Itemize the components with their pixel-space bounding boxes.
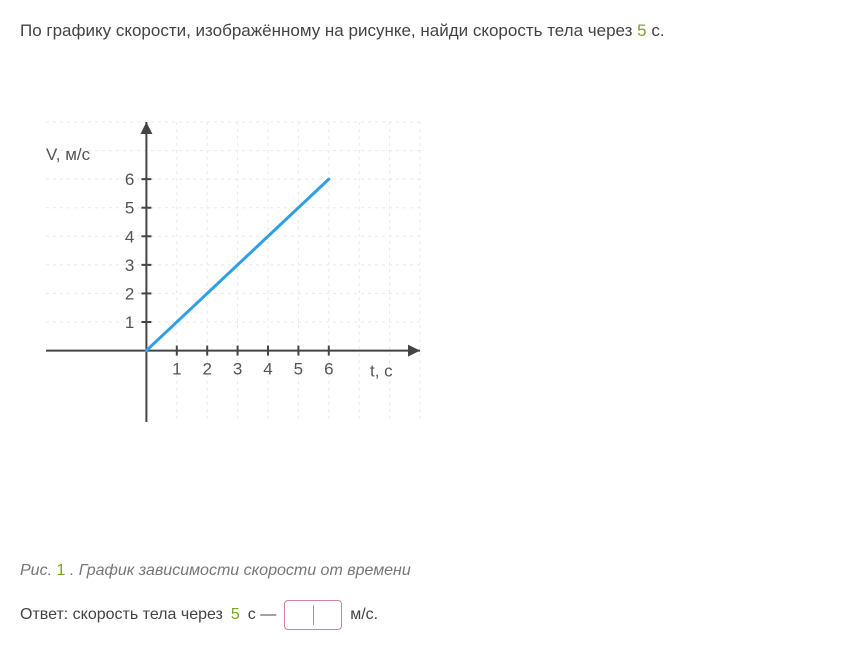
svg-text:4: 4	[125, 227, 134, 246]
svg-text:2: 2	[125, 284, 134, 303]
svg-text:5: 5	[125, 198, 134, 217]
answer-prefix: Ответ: скорость тела через	[20, 606, 223, 624]
caption-number: 1	[56, 562, 65, 579]
caption-prefix: Рис.	[20, 562, 56, 579]
answer-input[interactable]	[284, 600, 342, 630]
answer-unit: м/с.	[350, 606, 378, 624]
answer-mid: с —	[248, 606, 276, 624]
svg-text:1: 1	[172, 359, 181, 378]
answer-row: Ответ: скорость тела через 5 с — м/с.	[20, 600, 833, 630]
caption-text: . График зависимости скорости от времени	[70, 562, 411, 579]
svg-text:1: 1	[125, 313, 134, 332]
svg-text:2: 2	[202, 359, 211, 378]
question-text: По графику скорости, изображённому на ри…	[20, 18, 833, 44]
svg-text:4: 4	[263, 359, 272, 378]
svg-text:6: 6	[125, 170, 134, 189]
question-suffix: с.	[651, 21, 664, 40]
svg-text:t, с: t, с	[370, 361, 393, 380]
velocity-chart: 1 2 3 4 5 6 1 2 3 4 5 6 t, с V, м/с	[20, 62, 833, 537]
svg-text:3: 3	[125, 255, 134, 274]
question-prefix: По графику скорости, изображённому на ри…	[20, 21, 637, 40]
question-time-value: 5	[637, 21, 646, 40]
svg-text:V, м/с: V, м/с	[46, 145, 91, 164]
chart-caption: Рис. 1 . График зависимости скорости от …	[20, 562, 833, 580]
svg-text:3: 3	[233, 359, 242, 378]
answer-time-value: 5	[231, 606, 240, 624]
chart-svg: 1 2 3 4 5 6 1 2 3 4 5 6 t, с V, м/с	[20, 62, 450, 532]
svg-text:6: 6	[324, 359, 333, 378]
svg-text:5: 5	[294, 359, 303, 378]
